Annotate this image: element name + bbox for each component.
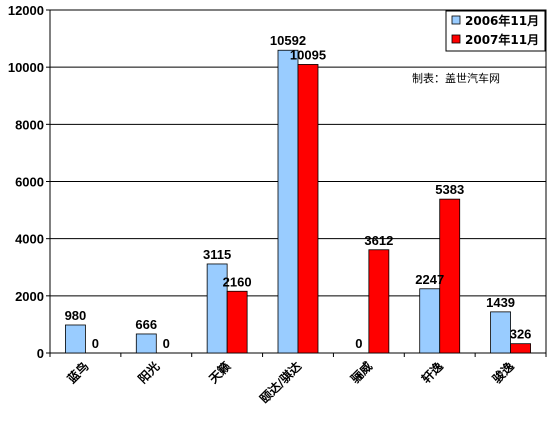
y-tick-label-5: 10000 [8, 60, 44, 75]
category-label-2: 天籁 [206, 359, 234, 387]
data-label-0-1: 666 [135, 317, 157, 332]
data-label-0-0: 980 [65, 308, 87, 323]
bar-1-4 [368, 249, 390, 354]
category-label-6: 骏逸 [489, 359, 517, 387]
data-label-1-6: 326 [510, 327, 532, 342]
data-label-1-0: 0 [92, 336, 99, 351]
category-label-4: 骊威 [347, 359, 375, 387]
y-tick-label-3: 6000 [15, 175, 44, 190]
bar-1-6 [510, 343, 531, 354]
bar-1-2 [226, 290, 248, 354]
y-axis-ticks: 0 2000 4000 6000 8000 10000 12000 [8, 3, 50, 361]
legend-label-2007: 2007年11月 [465, 32, 539, 47]
data-label-1-3: 10095 [290, 47, 326, 62]
data-label-1-2: 2160 [223, 274, 252, 289]
y-tick-label-4: 8000 [15, 117, 44, 132]
legend-label-2006: 2006年11月 [465, 13, 539, 28]
category-label-5: 轩逸 [418, 359, 446, 387]
data-label-0-5: 2247 [415, 272, 444, 287]
y-tick-label-1: 2000 [15, 289, 44, 304]
bar-1-5 [439, 198, 461, 354]
chart-annotation: 制表：盖世汽车网 [412, 71, 500, 85]
bar-0-6 [490, 311, 511, 354]
data-label-1-4: 3612 [364, 233, 393, 248]
bar-0-0 [65, 324, 86, 354]
bar-0-5 [419, 288, 441, 354]
data-label-1-1: 0 [163, 336, 170, 351]
legend-swatch-2007 [451, 34, 461, 44]
y-tick-label-0: 0 [37, 346, 44, 361]
data-label-0-2: 3115 [203, 247, 231, 262]
data-label-0-6: 1439 [486, 295, 515, 310]
bar-0-3 [277, 49, 299, 354]
bar-0-1 [135, 333, 157, 354]
category-label-3: 颐达/骐达 [256, 359, 304, 407]
legend-swatch-2006 [451, 15, 461, 25]
x-axis-categories: 蓝鸟 阳光 天籁 颐达/骐达 骊威 轩逸 骏逸 [49, 353, 547, 407]
data-label-0-3: 10592 [270, 33, 306, 48]
category-label-0: 蓝鸟 [64, 359, 92, 387]
bars [65, 49, 531, 354]
bar-1-3 [297, 64, 319, 354]
data-label-0-4: 0 [355, 336, 362, 351]
legend-box [445, 10, 546, 52]
y-tick-label-2: 4000 [15, 232, 44, 247]
category-label-1: 阳光 [135, 359, 163, 387]
y-tick-label-6: 12000 [8, 3, 44, 18]
data-label-1-5: 5383 [435, 182, 464, 197]
legend: 2006年11月 2007年11月 [445, 10, 546, 52]
